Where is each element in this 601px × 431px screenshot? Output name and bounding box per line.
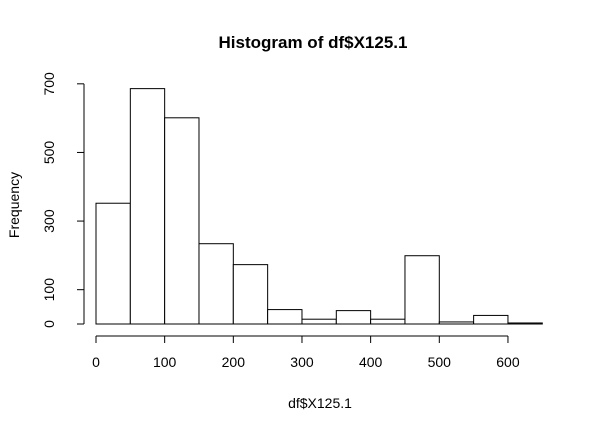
x-tick-label: 500 — [428, 354, 452, 370]
histogram-bar — [507, 322, 543, 325]
histogram-bar — [95, 202, 131, 325]
x-axis: 0 100 200 300 400 500 600 — [92, 335, 520, 370]
bars-group — [95, 88, 543, 325]
histogram-bar — [198, 243, 234, 325]
histogram-bar — [370, 318, 406, 325]
chart-title: Histogram of df$X125.1 — [219, 33, 408, 52]
x-axis-label: df$X125.1 — [288, 395, 352, 411]
y-axis-label: Frequency — [6, 172, 22, 238]
x-tick-label: 200 — [222, 354, 246, 370]
y-tick-label: 500 — [41, 141, 57, 165]
y-axis: 0 100 300 500 700 — [41, 72, 85, 328]
y-tick-label: 300 — [41, 209, 57, 233]
histogram-bar — [335, 310, 372, 325]
x-tick-label: 300 — [290, 354, 314, 370]
histogram-bar — [129, 88, 166, 325]
y-tick-label: 100 — [41, 278, 57, 302]
histogram-bar — [473, 314, 509, 325]
x-tick-label: 0 — [92, 354, 100, 370]
histogram-bar — [267, 309, 303, 325]
histogram-bar — [232, 264, 269, 325]
x-tick-label: 100 — [153, 354, 177, 370]
histogram-bar — [164, 117, 200, 325]
x-tick-label: 400 — [359, 354, 383, 370]
y-tick-label: 700 — [41, 72, 57, 96]
x-tick-label: 600 — [496, 354, 520, 370]
histogram-bar — [404, 255, 440, 325]
histogram-bar — [438, 321, 475, 325]
y-tick-label: 0 — [41, 320, 57, 328]
histogram-bar — [301, 318, 337, 325]
